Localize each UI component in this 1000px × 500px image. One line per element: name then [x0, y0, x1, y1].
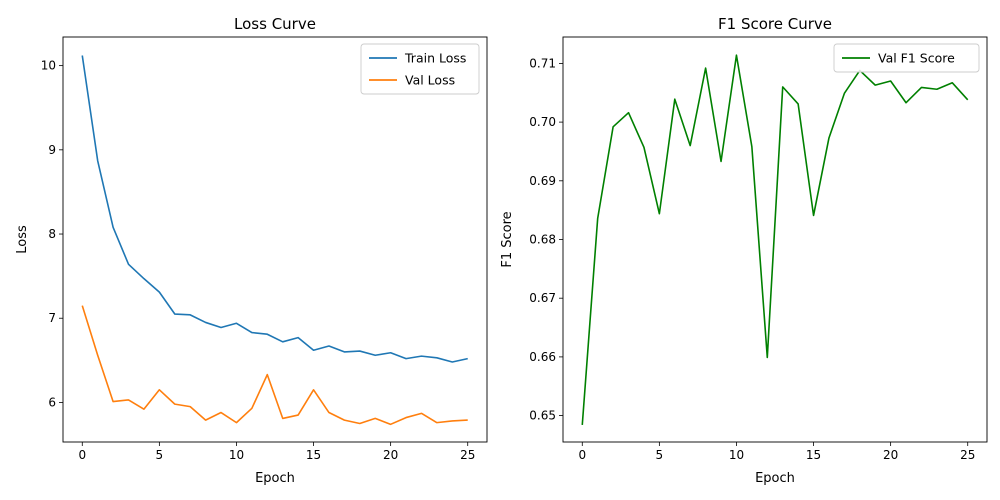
chart-panel-2: F1 Score Curve 0 5 10 15 20 25 0.65 0.66 0.67 0.68…	[500, 15, 988, 486]
x-axis-label: Epoch	[255, 471, 295, 486]
x-tick-label: 0	[78, 448, 86, 462]
y-tick-label: 8	[48, 227, 56, 241]
y-tick-label: 9	[48, 143, 56, 157]
y-tick-label: 0.65	[529, 409, 556, 423]
series-line-val-f1-score	[581, 54, 969, 426]
x-tick-label: 10	[729, 448, 744, 462]
x-tick-label: 10	[229, 448, 244, 462]
y-axis-label: F1 Score	[500, 211, 515, 267]
legend-box	[360, 43, 480, 95]
x-tick-label: 20	[883, 448, 898, 462]
x-tick-label: 5	[656, 448, 664, 462]
y-tick-label: 0.68	[529, 233, 556, 247]
x-tick-label: 5	[156, 448, 164, 462]
y-tick-label: 7	[48, 311, 56, 325]
legend-entry: Val F1 Score	[878, 51, 955, 66]
chart-title: F1 Score Curve	[718, 15, 832, 33]
x-tick-label: 15	[806, 448, 821, 462]
legend: Val F1 Score	[833, 43, 980, 73]
x-tick-label: 25	[960, 448, 975, 462]
legend-box	[833, 43, 980, 73]
chart-panel-1: Loss Curve 0 5 10 15 20 25 6 7 8 9 10 Epoch Loss Train…	[15, 15, 488, 486]
legend-entry: Train Loss	[404, 51, 466, 66]
plot-frame	[562, 36, 988, 443]
y-tick-label: 6	[48, 395, 56, 409]
series-line-train-loss	[81, 55, 468, 363]
x-tick-label: 20	[383, 448, 398, 462]
y-axis-label: Loss	[15, 225, 30, 254]
x-tick-label: 0	[578, 448, 586, 462]
x-tick-label: 25	[460, 448, 475, 462]
y-tick-label: 10	[41, 59, 56, 73]
y-tick-label: 0.66	[529, 350, 556, 364]
chart-title: Loss Curve	[234, 15, 316, 33]
y-tick-label: 0.71	[529, 56, 556, 70]
y-tick-label: 0.70	[529, 115, 556, 129]
legend-entry: Val Loss	[405, 73, 455, 88]
y-tick-label: 0.67	[529, 291, 556, 305]
x-axis-label: Epoch	[755, 471, 795, 486]
plot-frame	[62, 36, 488, 443]
x-tick-label: 15	[306, 448, 321, 462]
series-line-val-loss	[81, 305, 468, 426]
y-tick-label: 0.69	[529, 174, 556, 188]
legend: Train Loss Val Loss	[360, 43, 480, 95]
